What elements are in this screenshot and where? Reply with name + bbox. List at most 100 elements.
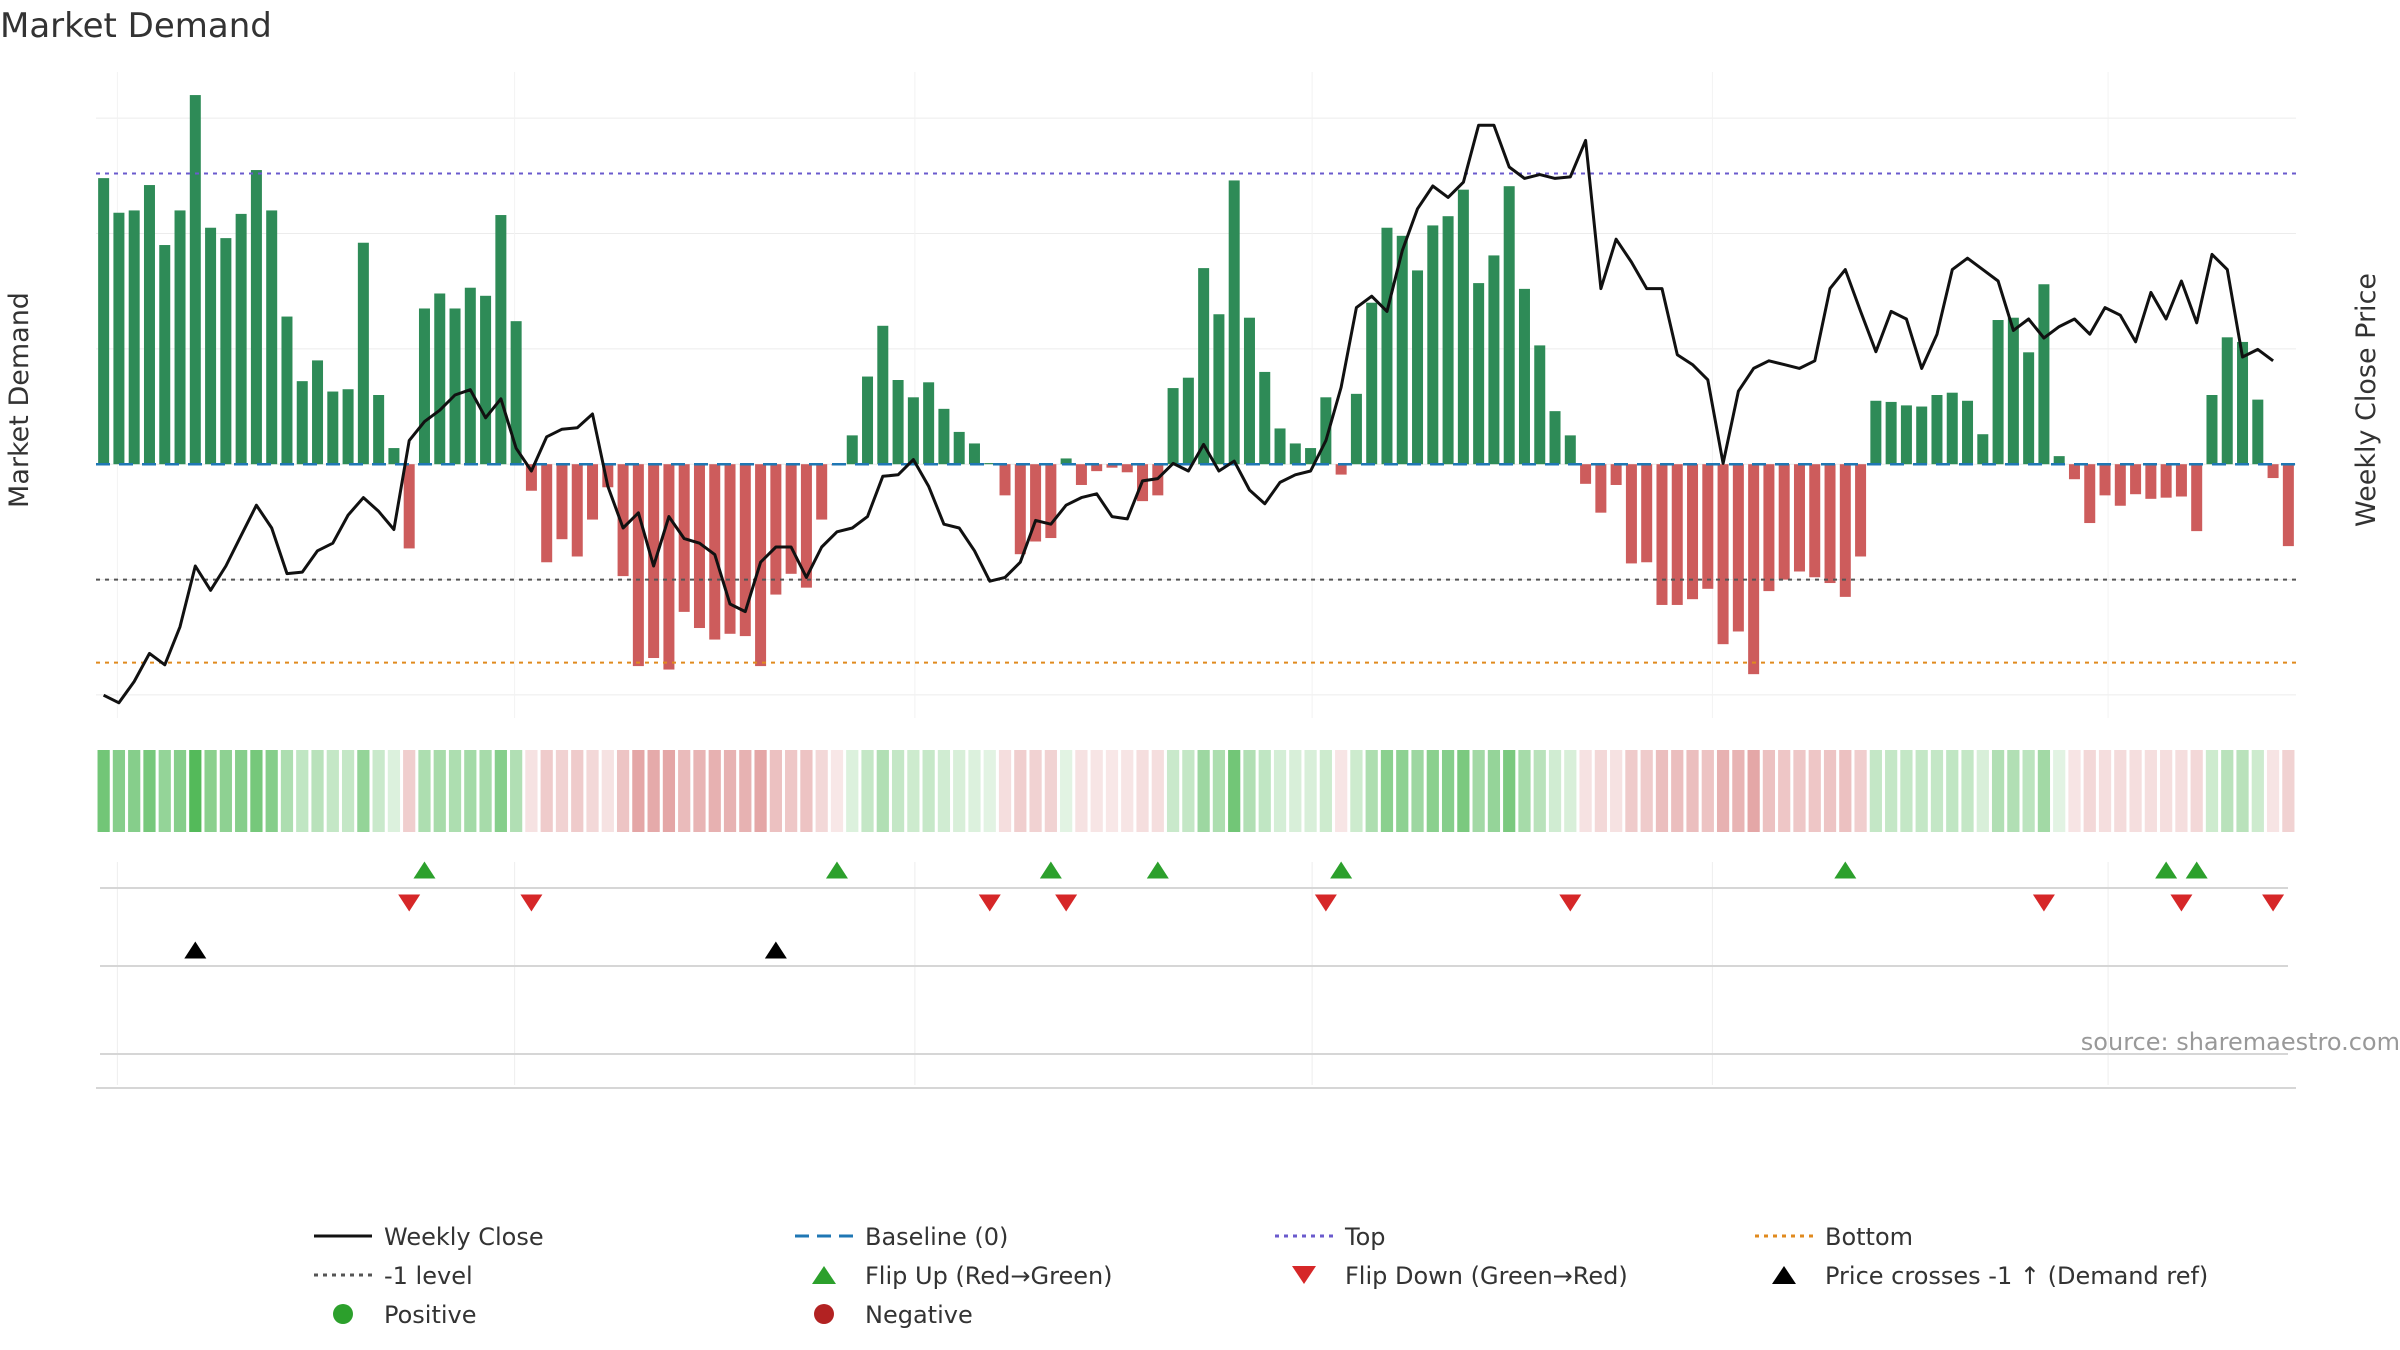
strip-cell xyxy=(1946,750,1959,832)
demand-bar xyxy=(2114,464,2126,506)
strip-cell xyxy=(1029,750,1042,832)
legend-minus-one-label: -1 level xyxy=(384,1262,473,1290)
flip-down-marker xyxy=(978,894,1001,912)
legend-price-cross-label: Price crosses -1 ↑ (Demand ref) xyxy=(1825,1262,2208,1290)
strip-cell xyxy=(311,750,324,832)
strip-cell xyxy=(326,750,339,832)
demand-bar xyxy=(250,170,262,465)
strip-cell xyxy=(1304,750,1317,832)
strip-cell xyxy=(2190,750,2203,832)
flip-down-marker xyxy=(1559,894,1582,912)
demand-bar xyxy=(434,293,446,465)
demand-bar xyxy=(1228,180,1240,465)
strip-cell xyxy=(1060,750,1073,832)
y2-axis-label: Weekly Close Price xyxy=(2351,273,2382,527)
flip-down-marker xyxy=(1055,894,1078,912)
demand-bar xyxy=(1656,464,1668,605)
strip-cell xyxy=(1823,750,1837,832)
demand-bar xyxy=(205,227,217,465)
demand-bar xyxy=(1870,400,1882,465)
demand-bar xyxy=(846,435,858,465)
demand-bar xyxy=(449,308,461,465)
demand-bar xyxy=(1534,345,1546,465)
strip-cell xyxy=(616,750,630,832)
demand-bar xyxy=(1213,314,1225,465)
strip-cell xyxy=(250,750,263,832)
demand-bar xyxy=(693,464,705,629)
demand-bar xyxy=(1167,388,1179,465)
demand-bar xyxy=(2130,464,2142,495)
demand-bar xyxy=(1030,464,1042,542)
strip-cell xyxy=(1121,750,1134,832)
demand-bar xyxy=(159,245,171,465)
strip-cell xyxy=(2144,750,2157,832)
demand-bar xyxy=(800,464,812,588)
demand-bar xyxy=(1075,464,1087,485)
strip-cell xyxy=(204,750,217,832)
strip-cell xyxy=(953,750,966,832)
demand-bar xyxy=(984,463,996,465)
flip-up-marker xyxy=(1146,861,1169,879)
strip-cell xyxy=(2266,750,2280,832)
demand-bar xyxy=(1320,397,1332,465)
strip-cell xyxy=(1105,750,1119,832)
demand-bar xyxy=(235,213,247,465)
demand-bar xyxy=(2191,464,2203,532)
strip-cell xyxy=(97,750,110,832)
strip-cell xyxy=(830,750,844,832)
demand-bar xyxy=(709,464,721,640)
strip-cell xyxy=(357,750,370,832)
strip-cell xyxy=(1258,750,1271,832)
strip-cell xyxy=(1732,750,1745,832)
strip-cell xyxy=(891,750,905,832)
legend-weekly-close-label: Weekly Close xyxy=(384,1223,544,1251)
demand-bar xyxy=(2237,341,2249,465)
strip-cell xyxy=(2053,750,2066,832)
demand-bar xyxy=(877,325,889,465)
source-note: source: sharemaestro.com xyxy=(2081,1028,2400,1056)
flip-up-marker xyxy=(2185,861,2208,879)
flip-down-marker xyxy=(2262,894,2285,912)
demand-bar xyxy=(296,381,308,465)
strip-cell xyxy=(143,750,156,832)
demand-bar xyxy=(923,382,935,465)
demand-bar xyxy=(1610,464,1622,485)
demand-bar xyxy=(1366,302,1378,465)
demand-bar xyxy=(1106,464,1118,468)
flip-up-marker xyxy=(413,861,436,879)
strip-cell xyxy=(280,750,294,832)
flip-down-marker xyxy=(520,894,543,912)
demand-bar xyxy=(2282,464,2294,547)
strip-cell xyxy=(1640,750,1653,832)
strip-cell xyxy=(372,750,385,832)
legend-flip-up-label: Flip Up (Red→Green) xyxy=(865,1262,1113,1290)
demand-bar xyxy=(2175,464,2187,497)
demand-bar xyxy=(1580,464,1592,484)
legend-positive-swatch xyxy=(333,1304,353,1324)
strip-cell xyxy=(1701,750,1714,832)
demand-bar xyxy=(724,464,736,634)
strip-cell xyxy=(494,750,507,832)
legend: Weekly Close Baseline (0) Top Bottom -1 … xyxy=(314,1223,2208,1329)
strip-cell xyxy=(1625,750,1638,832)
strip-cell xyxy=(2221,750,2234,832)
strip-cell xyxy=(662,750,676,832)
demand-bar xyxy=(862,376,874,465)
legend-positive-label: Positive xyxy=(384,1301,477,1329)
reference-lines xyxy=(96,172,2296,664)
legend-flip-down-label: Flip Down (Green→Red) xyxy=(1345,1262,1628,1290)
strip-cell xyxy=(341,750,355,832)
demand-bar xyxy=(1045,464,1057,539)
legend-flip-down-swatch xyxy=(1292,1266,1316,1284)
flip-down-marker xyxy=(2032,894,2055,912)
strip-cell xyxy=(387,750,401,832)
demand-bar xyxy=(617,464,629,577)
strip-cell xyxy=(1014,750,1027,832)
strip-cell xyxy=(1686,750,1699,832)
legend-flip-up-swatch xyxy=(812,1266,836,1284)
strip-cell xyxy=(2114,750,2127,832)
demand-bar xyxy=(1427,225,1439,465)
strip-cell xyxy=(601,750,614,832)
demand-bar xyxy=(1671,464,1683,605)
strip-cell xyxy=(265,750,278,832)
